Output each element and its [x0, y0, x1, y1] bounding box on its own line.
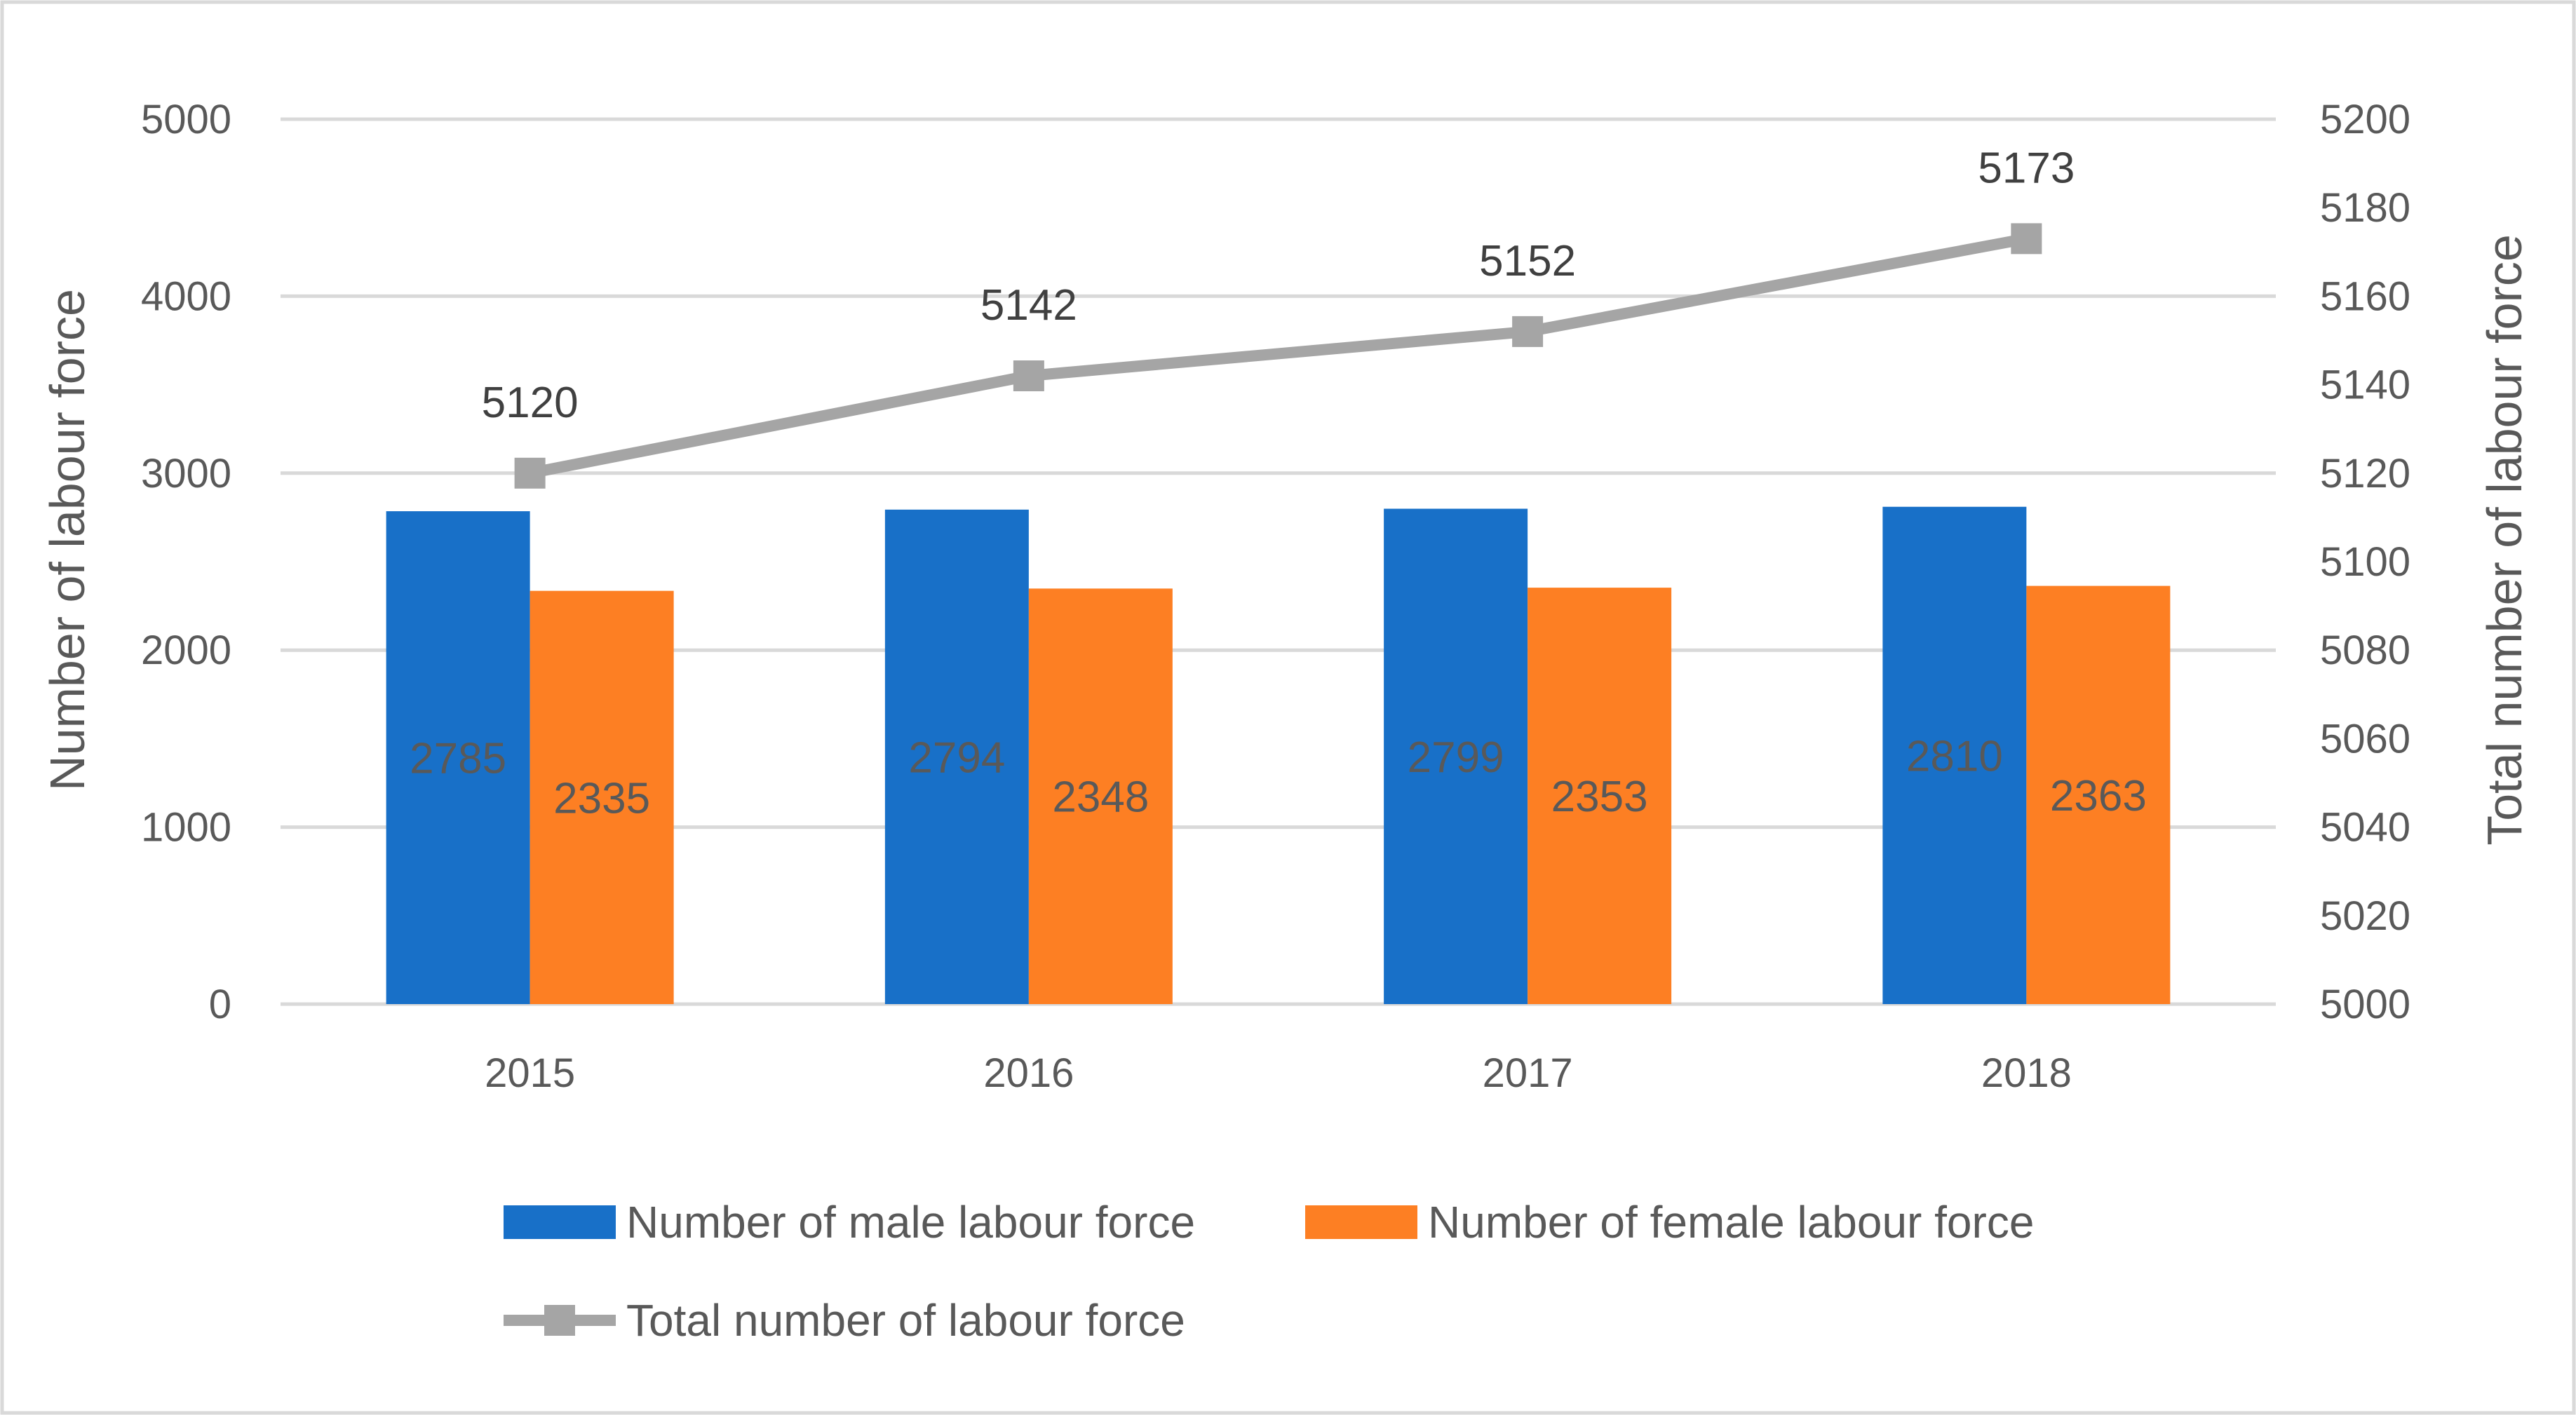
line-value-label: 5120: [482, 379, 579, 427]
y-tick-label: 4000: [141, 273, 231, 319]
legend-swatch: [1305, 1205, 1417, 1239]
axes: 0 1000 2000 3000 4000 5000 5000 5020 5040 5060 508…: [141, 97, 2410, 1096]
legend-label: Number of female labour force: [1428, 1197, 2034, 1247]
total-line-marker: [1512, 316, 1544, 347]
y2-tick-label: 5180: [2320, 185, 2410, 231]
line-value-label: 5173: [1978, 144, 2075, 192]
legend-label: Total number of labour force: [626, 1295, 1185, 1346]
bar-value-label: 2363: [2050, 772, 2147, 820]
bar-value-label: 2335: [553, 774, 650, 822]
y2-tick-label: 5140: [2320, 363, 2410, 408]
y-tick-label: 2000: [141, 628, 231, 673]
bar-male: [386, 511, 530, 1004]
bar-value-label: 2785: [410, 735, 506, 783]
y2-tick-label: 5200: [2320, 97, 2410, 142]
bar-female: [1028, 588, 1173, 1004]
x-tick-label: 2017: [1483, 1050, 1573, 1096]
bar-male: [884, 509, 1029, 1004]
y2-tick-label: 5000: [2320, 982, 2410, 1027]
total-line-marker: [2011, 223, 2042, 255]
y-tick-label: 0: [209, 982, 231, 1027]
y-tick-label: 3000: [141, 451, 231, 496]
x-tick-label: 2015: [485, 1050, 575, 1096]
bar-female: [2026, 585, 2171, 1004]
bar-value-label: 2810: [1906, 732, 2003, 780]
bar-value-label: 2348: [1052, 773, 1149, 822]
y-axis-title: Number of labour force: [40, 289, 95, 791]
y2-tick-label: 5080: [2320, 628, 2410, 673]
y2-tick-label: 5040: [2320, 805, 2410, 851]
bar-female: [530, 590, 674, 1004]
legend-swatch: [504, 1205, 616, 1239]
y2-tick-label: 5100: [2320, 539, 2410, 585]
legend: Number of male labour force Number of fem…: [504, 1197, 2034, 1346]
y2-axis-title: Total number of labour force: [2477, 234, 2532, 846]
bar-value-label: 2799: [1408, 733, 1504, 782]
y2-tick-label: 5020: [2320, 893, 2410, 939]
total-line: [514, 223, 2042, 489]
bars: [386, 506, 2171, 1004]
data-labels: 2785 2335 2794 2348 2799 2353 2810 2363 5120 5142…: [410, 144, 2147, 822]
total-line-marker: [1013, 360, 1044, 391]
total-line-path: [529, 233, 2028, 479]
bar-male: [1384, 508, 1528, 1004]
bar-female: [1528, 588, 1672, 1004]
bar-male: [1882, 506, 2027, 1004]
bar-value-label: 2353: [1551, 773, 1648, 821]
line-value-label: 5142: [980, 281, 1077, 330]
y-tick-label: 1000: [141, 805, 231, 851]
bar-value-label: 2794: [908, 733, 1005, 782]
y-tick-label: 5000: [141, 97, 231, 142]
legend-marker: [544, 1305, 575, 1336]
y2-tick-label: 5160: [2320, 273, 2410, 319]
total-line-marker: [514, 457, 546, 489]
y2-tick-label: 5120: [2320, 451, 2410, 496]
line-value-label: 5152: [1479, 237, 1576, 285]
y2-tick-label: 5060: [2320, 716, 2410, 761]
x-tick-label: 2018: [1981, 1050, 2072, 1096]
x-tick-label: 2016: [983, 1050, 1074, 1096]
legend-label: Number of male labour force: [626, 1197, 1195, 1247]
